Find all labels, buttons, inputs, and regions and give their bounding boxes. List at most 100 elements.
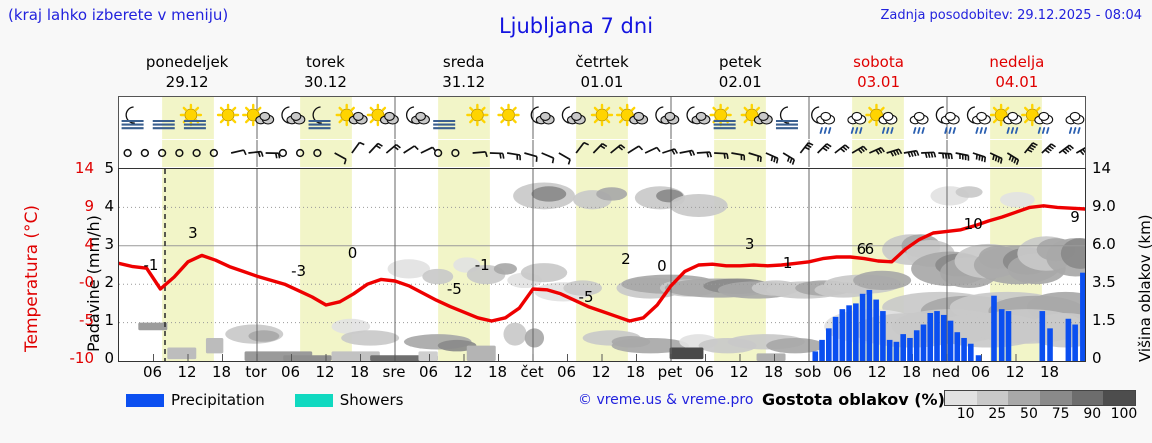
wind-barb (799, 142, 814, 154)
wind-barb (265, 152, 281, 159)
time-tick-label: 18 (625, 363, 646, 381)
showers-swatch (294, 393, 333, 407)
day-header-sunday: nedelja 04.01 (948, 52, 1086, 94)
cloud-density-colorbar (944, 390, 1136, 406)
wind-barb (989, 152, 1003, 164)
time-tick-label: 12 (1005, 363, 1025, 381)
weather-icon-sun (216, 103, 240, 127)
cloud-density-color-step (1008, 391, 1041, 405)
axis-tick: -5 (79, 311, 94, 329)
wind-barb (420, 146, 437, 154)
weather-icon-cloud-rain (847, 111, 867, 134)
time-tick-label: 18 (763, 363, 784, 381)
wind-barb (851, 145, 868, 154)
time-tick-label: 18 (901, 363, 922, 381)
weather-icon-sun-cloud (366, 103, 399, 127)
wind-barb (278, 148, 288, 158)
time-tick-label: 06 (832, 363, 853, 381)
wind-barb (140, 148, 150, 158)
time-tick-label: 06 (694, 363, 715, 381)
axis-tick: 4 (84, 235, 94, 253)
wind-barb (433, 148, 443, 158)
cloud-density-tick: 10 (956, 406, 975, 422)
wind-barb (230, 149, 247, 156)
wind-barb (714, 152, 729, 159)
wind-barb (489, 152, 505, 159)
meteogram-plot: -1 3 -3 0 -5 -1 -5 2 0 3 1 6 6 10 9 (118, 168, 1086, 362)
weather-icon-moon-fog (775, 106, 798, 130)
day-date: 02.01 (718, 73, 762, 91)
weather-icon-sun-fog (709, 103, 736, 130)
cloud-density-color-step (1040, 391, 1072, 405)
axis-tick: 1.5 (1092, 311, 1116, 329)
wind-barb (1058, 144, 1074, 155)
wind-barb (558, 152, 571, 165)
weather-icon-moon-cloud (686, 106, 711, 125)
cloud-density-color-step (1071, 391, 1104, 405)
day-header-tuesday: torek 30.12 (256, 52, 394, 94)
weather-icon-sun (497, 103, 520, 127)
temperature-value-label: 9 (1070, 208, 1080, 226)
wind-barb (248, 150, 264, 158)
temperature-value-label: 6 (864, 240, 875, 258)
temperature-value-label: 6 (856, 240, 867, 258)
temperature-value-label: 2 (621, 250, 631, 268)
axis-tick: 5 (104, 159, 114, 177)
time-tick-label: 06 (280, 363, 301, 381)
legend-label-precipitation: Precipitation (171, 391, 265, 409)
wind-barb (192, 148, 201, 158)
weather-icon-sun (590, 103, 614, 127)
day-name: nedelja (989, 53, 1045, 71)
cloud-density-field (225, 182, 1085, 354)
wind-barb (886, 148, 903, 157)
wind-barb (472, 151, 488, 158)
time-tick-label: 12 (177, 363, 197, 381)
location-menu-note: (kraj lahko izberete v meniju) (8, 6, 229, 24)
precipitation-bars (812, 272, 1085, 361)
weather-icon-sun-cloud-rain (989, 103, 1023, 134)
time-tick-label: tor (245, 363, 267, 381)
precipitation-shading (138, 322, 786, 361)
weather-icon-sun-cloud-rain (865, 103, 898, 134)
weather-icon-row (118, 96, 1086, 140)
weather-icon-sun-cloud (740, 103, 773, 127)
weather-icon-moon-cloud (281, 106, 306, 125)
axis-tick: 14 (74, 159, 94, 177)
day-date: 30.12 (303, 73, 347, 91)
cloud-density-tick: 25 (988, 406, 1007, 422)
temperature-value-label: -3 (291, 262, 307, 280)
time-tick-label: 06 (142, 363, 163, 381)
site-credit-link[interactable]: © vreme.us & vreme.pro (578, 392, 754, 408)
day-header-wednesday: sreda 31.12 (395, 52, 533, 94)
temperature-value-label: 3 (744, 235, 755, 253)
weather-icon-sun-cloud-rain (1021, 103, 1054, 134)
wind-barb (209, 148, 219, 158)
wind-barb (351, 141, 365, 154)
day-date: 04.01 (995, 73, 1039, 91)
time-tick-label: 12 (453, 363, 473, 381)
time-tick-label: 12 (729, 363, 749, 381)
day-name: sobota (853, 53, 904, 71)
wind-barb (903, 149, 920, 158)
time-tick-label: sre (382, 363, 406, 381)
temperature-value-label: 1 (782, 254, 793, 272)
axis-tick: 9.0 (1092, 197, 1116, 215)
day-header-row: ponedeljek 29.12 torek 30.12 sreda 31.12… (118, 52, 1086, 94)
weather-icon-moon-cloud-rain (811, 106, 836, 134)
last-updated: Zadnja posodobitev: 29.12.2025 - 08:04 (880, 8, 1142, 23)
time-tick-label: 12 (867, 363, 887, 381)
time-tick-label: 18 (349, 363, 370, 381)
wind-barb (644, 146, 661, 154)
axis-tick: 14 (1092, 159, 1112, 177)
axis-tick: 2 (104, 273, 114, 291)
precipitation-swatch (126, 393, 164, 407)
day-date: 31.12 (442, 73, 486, 91)
day-header-monday: ponedeljek 29.12 (118, 52, 256, 94)
cloud-density-color-step (945, 391, 977, 405)
wind-barb (524, 152, 538, 162)
wind-barb (955, 152, 970, 161)
weather-icon-sun (466, 103, 489, 127)
cloud-density-color-step (1103, 391, 1136, 405)
weather-icon-moon-fog (308, 106, 331, 130)
wind-barb (1041, 143, 1056, 154)
